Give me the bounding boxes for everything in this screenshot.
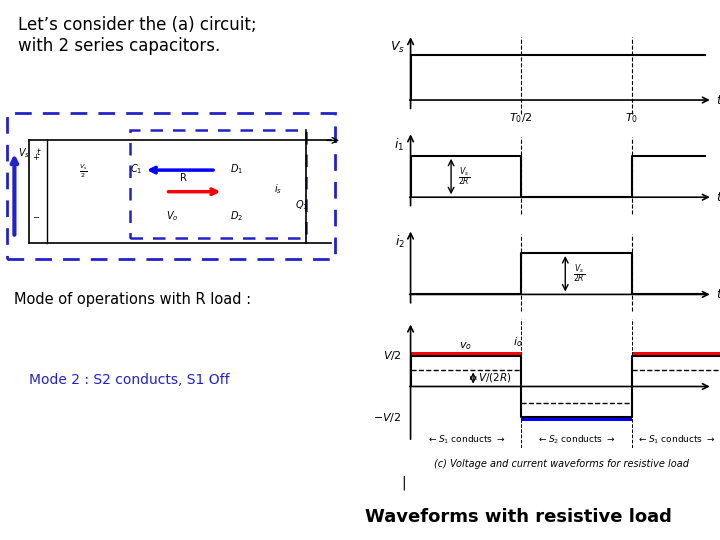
Text: $C_1$: $C_1$ [130,162,142,176]
Text: Waveforms with resistive load: Waveforms with resistive load [365,509,672,526]
Text: $V/2$: $V/2$ [383,349,402,362]
Text: Mode of operations with R load :: Mode of operations with R load : [14,292,251,307]
Text: $v_o$: $v_o$ [459,340,472,352]
Text: $T_0$: $T_0$ [625,111,638,125]
Text: $i_2$: $i_2$ [395,234,405,250]
Text: $t$: $t$ [716,93,720,106]
Text: $\frac{V_s}{2R}$: $\frac{V_s}{2R}$ [459,165,471,188]
Text: R: R [180,173,187,183]
Text: $Q_1$: $Q_1$ [295,198,308,212]
Text: $T_0/2$: $T_0/2$ [509,111,533,125]
Text: $V_s$: $V_s$ [18,146,30,160]
Text: Mode 2 : S2 conducts, S1 Off: Mode 2 : S2 conducts, S1 Off [29,373,230,387]
Text: Let’s consider the (a) circuit;
with 2 series capacitors.: Let’s consider the (a) circuit; with 2 s… [18,16,256,55]
Text: $i_1$: $i_1$ [395,137,405,153]
Text: $-$: $-$ [32,212,40,220]
Text: |: | [401,475,405,490]
Text: $\frac{V_{s}}{2}$: $\frac{V_{s}}{2}$ [79,162,88,180]
Text: $\leftarrow S_1$ conducts $\rightarrow$: $\leftarrow S_1$ conducts $\rightarrow$ [427,433,505,446]
Text: $V_s$: $V_s$ [390,40,405,55]
Text: $i_o$: $i_o$ [513,335,522,349]
Text: $D_2$: $D_2$ [230,209,243,223]
Text: $\frac{V_s}{2R}$: $\frac{V_s}{2R}$ [572,262,585,285]
Text: $V/(2R)$: $V/(2R)$ [478,372,512,384]
Text: $V_o$: $V_o$ [166,209,178,223]
Text: $t$: $t$ [716,288,720,301]
Text: $\leftarrow S_2$ conducts $\rightarrow$: $\leftarrow S_2$ conducts $\rightarrow$ [537,433,616,446]
Text: $-V/2$: $-V/2$ [374,411,402,424]
Text: $D_1$: $D_1$ [230,162,243,176]
Text: $t$: $t$ [36,146,42,157]
Text: $i_s$: $i_s$ [274,182,282,196]
Text: (c) Voltage and current waveforms for resistive load: (c) Voltage and current waveforms for re… [434,459,689,469]
Text: $\leftarrow S_1$ conducts $\rightarrow$: $\leftarrow S_1$ conducts $\rightarrow$ [636,433,715,446]
Text: $t$: $t$ [716,191,720,204]
Text: $+$: $+$ [32,152,40,161]
